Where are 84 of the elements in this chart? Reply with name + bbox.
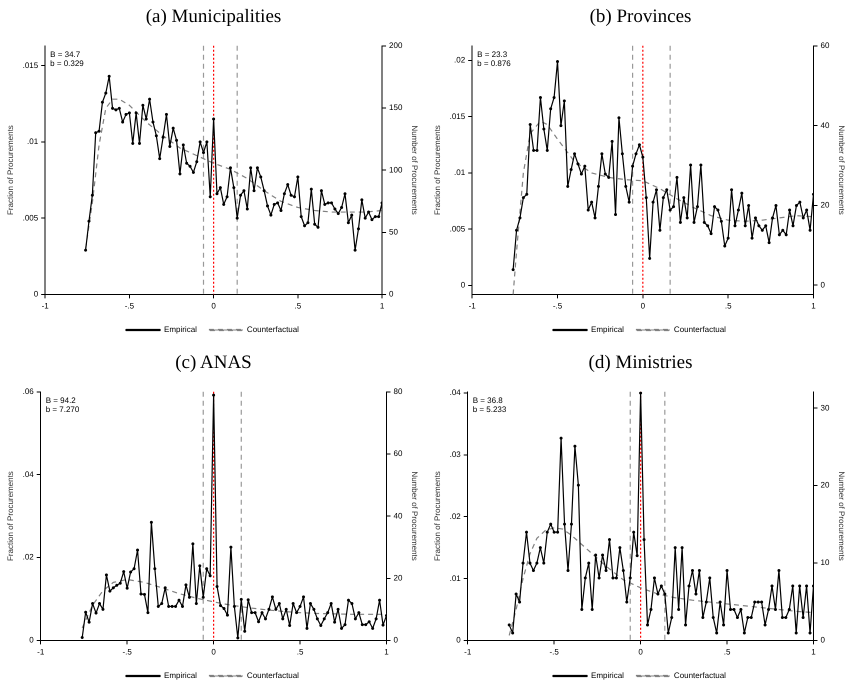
x-tick-label: 0 xyxy=(640,301,646,310)
y-tick-label: .04 xyxy=(22,470,34,479)
annotation: b = 0.876 xyxy=(477,59,512,68)
y-tick-label: 0 xyxy=(460,280,466,290)
x-tick-label: 0 xyxy=(211,301,216,310)
x-tick-label: -1 xyxy=(42,301,50,310)
x-tick-label: 0 xyxy=(638,647,644,656)
y2-tick-label: 0 xyxy=(820,636,826,645)
legend-label: Empirical xyxy=(164,325,198,334)
y-tick-label: .02 xyxy=(454,56,466,65)
y2-tick-label: 40 xyxy=(394,511,403,520)
legend-label: Empirical xyxy=(164,671,198,680)
legend-label: Counterfactual xyxy=(674,325,726,334)
annotation: b = 0.329 xyxy=(50,59,84,68)
x-tick-label: 0 xyxy=(211,647,216,656)
annotation: b = 5.233 xyxy=(472,405,507,414)
y2-tick-label: 200 xyxy=(389,41,403,50)
y-tick-label: .06 xyxy=(22,387,34,396)
x-tick-label: -1 xyxy=(468,301,476,310)
annotation: B = 94.2 xyxy=(46,396,76,406)
y2-tick-label: 0 xyxy=(394,636,398,645)
y2-axis-title: Number of Procurements xyxy=(836,125,846,215)
x-tick-label: 1 xyxy=(384,647,390,656)
annotation: B = 34.7 xyxy=(50,50,81,60)
y-tick-label: .015 xyxy=(22,60,39,70)
y2-tick-label: 100 xyxy=(389,165,403,174)
y-tick-label: 0 xyxy=(456,636,462,645)
annotation: b = 7.270 xyxy=(46,405,80,414)
y2-tick-label: 80 xyxy=(394,387,403,396)
y2-tick-label: 20 xyxy=(394,573,403,582)
y-tick-label: 0 xyxy=(34,290,39,299)
legend-label: Counterfactual xyxy=(246,325,300,334)
chart-title: (a) Municipalities xyxy=(144,5,282,29)
x-tick-label: .5 xyxy=(296,647,304,656)
x-tick-label: -1 xyxy=(464,647,472,656)
y-axis-title: Fraction of Procurements xyxy=(433,125,442,216)
x-tick-label: -.5 xyxy=(552,301,563,310)
y2-tick-label: 20 xyxy=(820,200,830,210)
annotation: B = 36.8 xyxy=(472,396,504,406)
y2-tick-label: 150 xyxy=(389,103,403,112)
y-tick-label: .01 xyxy=(27,137,39,146)
legend-label: Counterfactual xyxy=(674,671,726,680)
y-tick-label: .01 xyxy=(450,574,462,583)
y2-tick-label: 60 xyxy=(820,41,830,50)
y-tick-label: .015 xyxy=(450,112,466,121)
y-tick-label: .02 xyxy=(22,552,34,562)
y-tick-label: .005 xyxy=(22,213,39,222)
y2-tick-label: 0 xyxy=(820,280,826,290)
chart-title: (d) Ministries xyxy=(588,351,694,375)
y-tick-label: .005 xyxy=(450,224,466,234)
y2-axis-title: Number of Procurements xyxy=(836,471,846,561)
y2-tick-label: 10 xyxy=(820,558,830,568)
x-tick-label: .5 xyxy=(724,647,731,656)
x-tick-label: .5 xyxy=(294,301,302,310)
x-tick-label: -.5 xyxy=(549,647,560,656)
x-tick-label: .5 xyxy=(724,301,732,310)
legend-label: Counterfactual xyxy=(246,671,300,680)
annotation: B = 23.3 xyxy=(477,50,508,60)
y2-axis-title: Number of Procurements xyxy=(410,125,419,215)
y2-tick-label: 50 xyxy=(389,227,398,236)
legend-label: Empirical xyxy=(591,325,624,334)
chart-title: (c) ANAS xyxy=(174,351,253,375)
y-tick-label: .04 xyxy=(450,388,462,398)
y2-tick-label: 60 xyxy=(394,449,403,458)
y-axis-title: Fraction of Procurements xyxy=(6,471,16,562)
x-tick-label: 1 xyxy=(811,301,816,310)
y-axis-title: Fraction of Procurements xyxy=(6,125,16,216)
x-tick-label: -.5 xyxy=(122,647,132,656)
y-tick-label: .01 xyxy=(454,168,466,178)
x-tick-label: -1 xyxy=(37,647,45,656)
x-tick-label: 1 xyxy=(380,301,385,310)
y-tick-label: .03 xyxy=(450,450,462,460)
y2-tick-label: 40 xyxy=(820,120,830,130)
x-tick-label: -.5 xyxy=(124,301,135,310)
y2-tick-label: 0 xyxy=(389,290,394,299)
y-axis-title: Fraction of Procurements xyxy=(433,471,442,562)
y2-tick-label: 20 xyxy=(820,480,830,490)
y2-axis-title: Number of Procurements xyxy=(410,471,419,561)
y2-tick-label: 30 xyxy=(820,403,830,412)
x-tick-label: 1 xyxy=(811,647,816,656)
y-tick-label: 0 xyxy=(29,636,34,645)
legend-label: Empirical xyxy=(591,671,624,680)
y-tick-label: .02 xyxy=(450,512,462,521)
chart-title: (b) Provinces xyxy=(588,5,692,29)
